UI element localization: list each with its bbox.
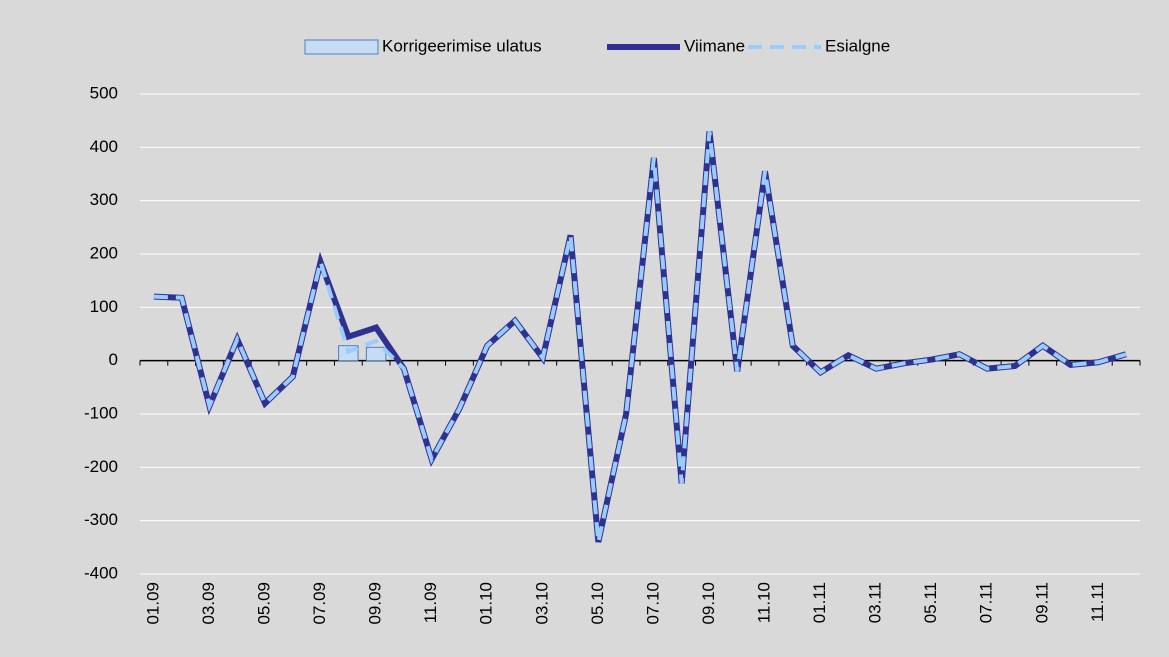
y-tick-label: 400 <box>90 137 118 156</box>
x-tick-label: 03.09 <box>199 582 218 625</box>
y-tick-label: 0 <box>109 350 118 369</box>
line-series <box>153 131 1127 543</box>
legend-swatch <box>304 39 379 55</box>
y-tick-label: -300 <box>84 510 118 529</box>
x-tick-label: 07.09 <box>310 582 329 625</box>
x-tick-label: 07.10 <box>643 582 662 625</box>
x-tick-label: 11.09 <box>421 582 440 623</box>
x-tick-label: 01.11 <box>810 582 829 623</box>
x-tick-label: 09.11 <box>1032 582 1051 623</box>
x-tick-label: 05.11 <box>921 582 940 623</box>
legend-label: Korrigeerimise ulatus <box>382 36 542 55</box>
y-tick-label: -100 <box>84 403 118 422</box>
x-tick-label: 09.09 <box>366 582 385 625</box>
x-tick-label: 11.11 <box>1088 582 1107 622</box>
y-tick-label: -400 <box>84 563 118 582</box>
x-tick-label: 09.10 <box>699 582 718 625</box>
x-tick-label: 05.10 <box>588 582 607 625</box>
legend-label: Esialgne <box>825 36 890 55</box>
y-tick-label: -200 <box>84 457 118 476</box>
x-tick-label: 07.11 <box>977 582 996 623</box>
y-tick-label: 100 <box>90 297 118 316</box>
x-tick-label: 03.10 <box>532 582 551 625</box>
x-tick-label: 03.11 <box>866 582 885 623</box>
y-tick-label: 500 <box>90 83 118 102</box>
bar <box>365 346 387 362</box>
y-tick-label: 200 <box>90 243 118 262</box>
y-tick-label: 300 <box>90 190 118 209</box>
x-tick-label: 01.10 <box>477 582 496 625</box>
x-tick-label: 11.10 <box>754 582 773 623</box>
x-tick-label: 01.09 <box>143 582 162 625</box>
legend-label: Viimane <box>684 36 745 55</box>
x-tick-label: 05.09 <box>254 582 273 625</box>
